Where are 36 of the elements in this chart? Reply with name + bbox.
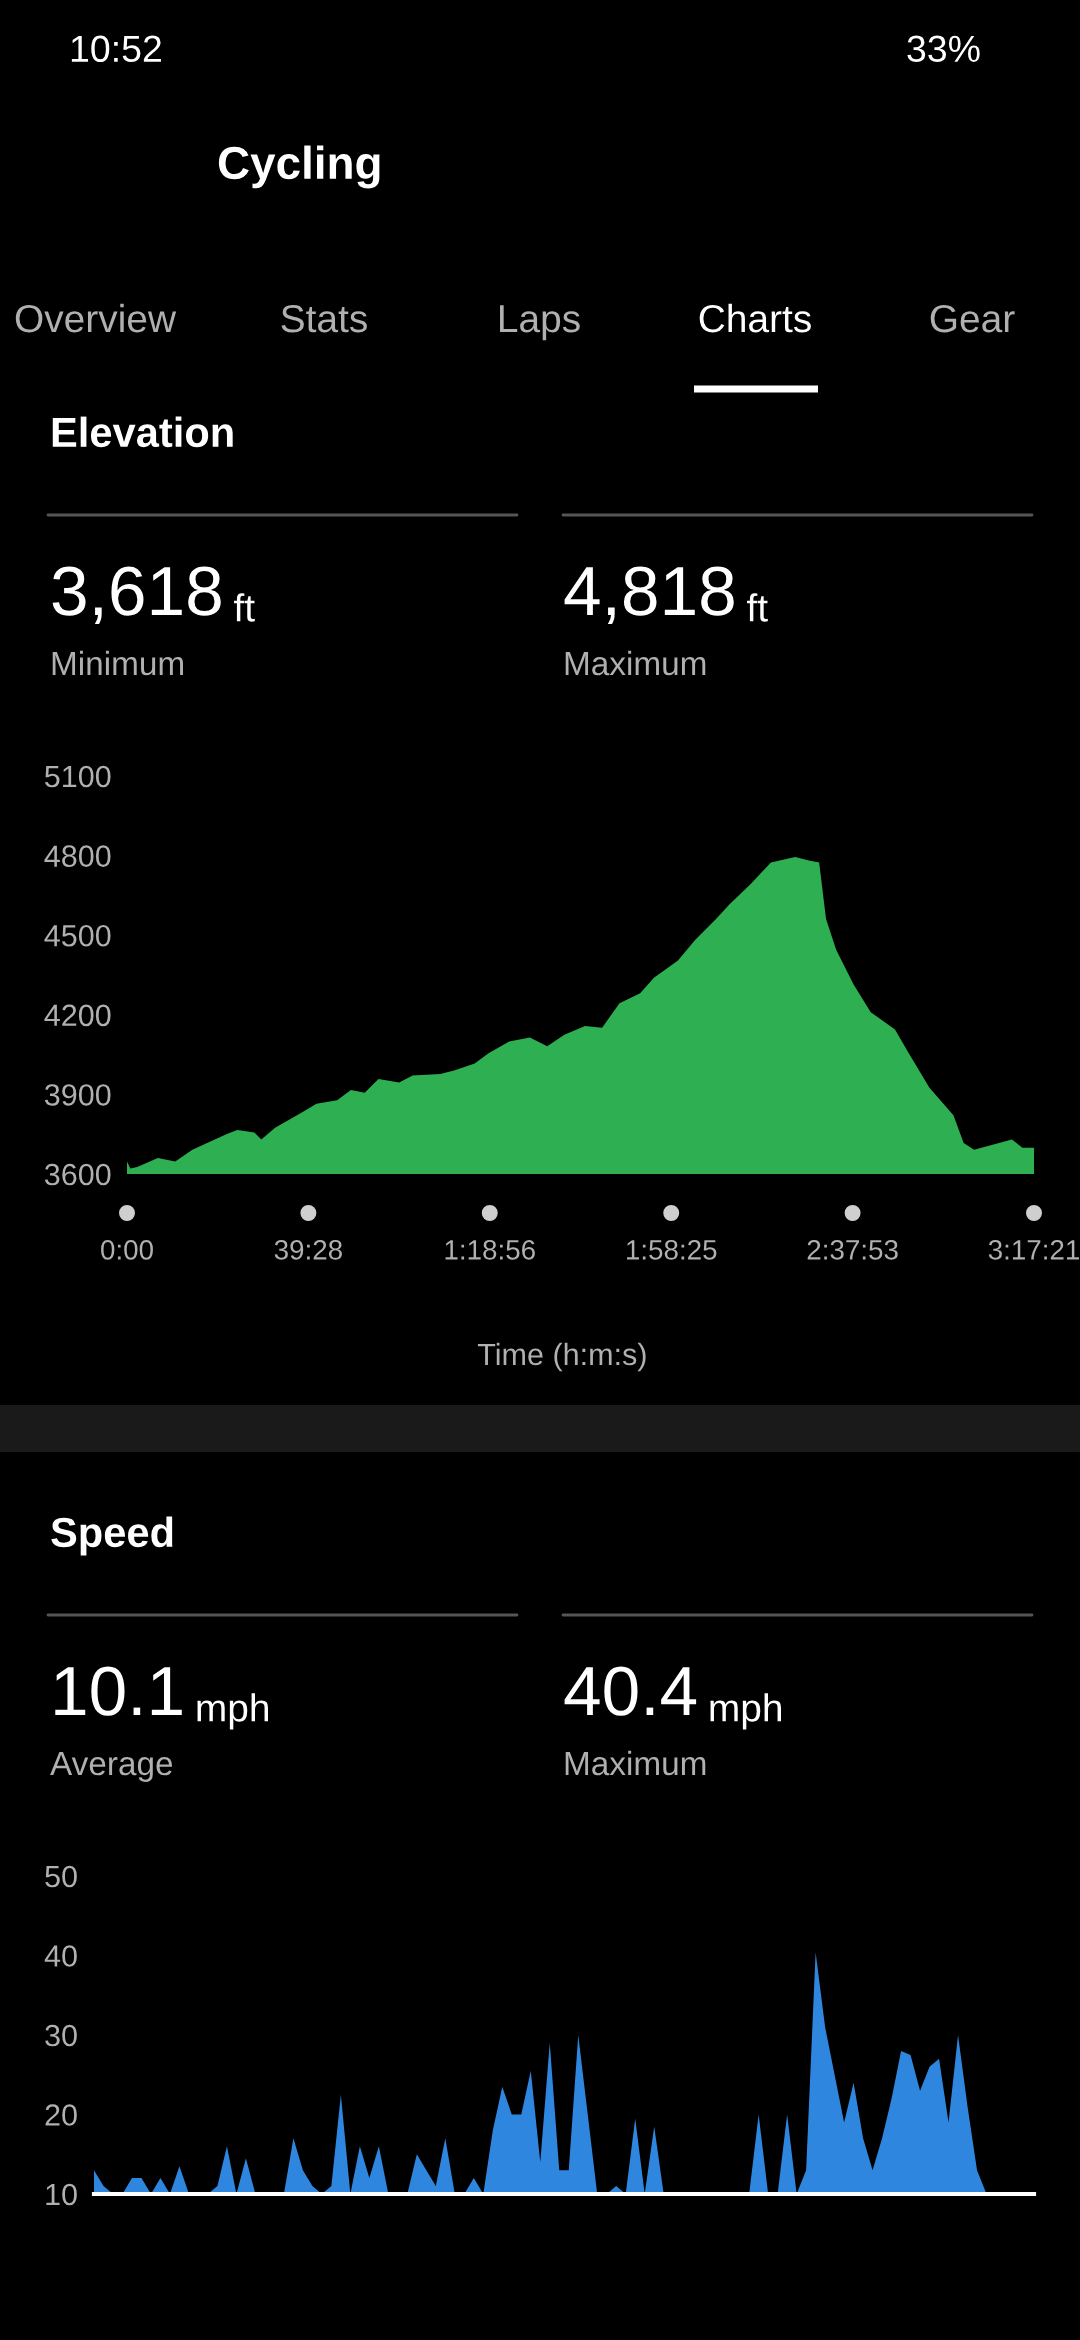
x-tick-label: 3:17:21: [988, 1240, 1079, 1260]
y-tick-label: 10: [46, 2183, 77, 2206]
text: Overview: [15, 303, 177, 333]
text: 10.1 mph: [55, 1666, 268, 1730]
text: Minimum: [52, 650, 183, 676]
y-tick-label: 50: [45, 1865, 77, 1888]
x-axis-title: Time (h:m:s): [477, 1342, 646, 1372]
text: 4,818 ft: [564, 566, 768, 624]
x-tick-label: 1:18:56: [445, 1240, 535, 1260]
chart-title: Elevation: [52, 416, 233, 448]
text: Stats: [281, 304, 367, 333]
y-tick-label: 30: [45, 2024, 77, 2047]
chart-title: Speed: [51, 1516, 173, 1556]
y-tick-label: 4800: [44, 845, 111, 867]
x-tick-label: 1:58:25: [627, 1240, 717, 1260]
y-tick-label: 40: [44, 1945, 77, 1967]
text: 33%: [907, 35, 980, 63]
text: Maximum: [565, 1750, 706, 1776]
y-tick-label: 4500: [44, 924, 111, 947]
y-tick-label: 4200: [44, 1004, 111, 1027]
text: Gear: [930, 304, 1015, 333]
text: 10:52: [71, 35, 161, 63]
text: 40.4 mph: [564, 1666, 781, 1730]
text: Laps: [500, 305, 580, 341]
text: Cycling: [218, 145, 380, 189]
text: Average: [50, 1752, 173, 1782]
x-tick-label: 0:00: [101, 1240, 153, 1260]
y-tick-label: 20: [45, 2104, 77, 2126]
y-tick-label: 5100: [44, 765, 111, 788]
text: 3,618 ft: [52, 566, 255, 624]
y-tick-label: 3600: [44, 1163, 111, 1186]
x-tick-label: 39:28: [274, 1240, 342, 1260]
x-tick-label: 2:37:53: [807, 1240, 898, 1260]
text: Maximum: [565, 650, 706, 676]
y-tick-label: 3900: [44, 1084, 111, 1106]
text: Charts: [699, 303, 811, 333]
